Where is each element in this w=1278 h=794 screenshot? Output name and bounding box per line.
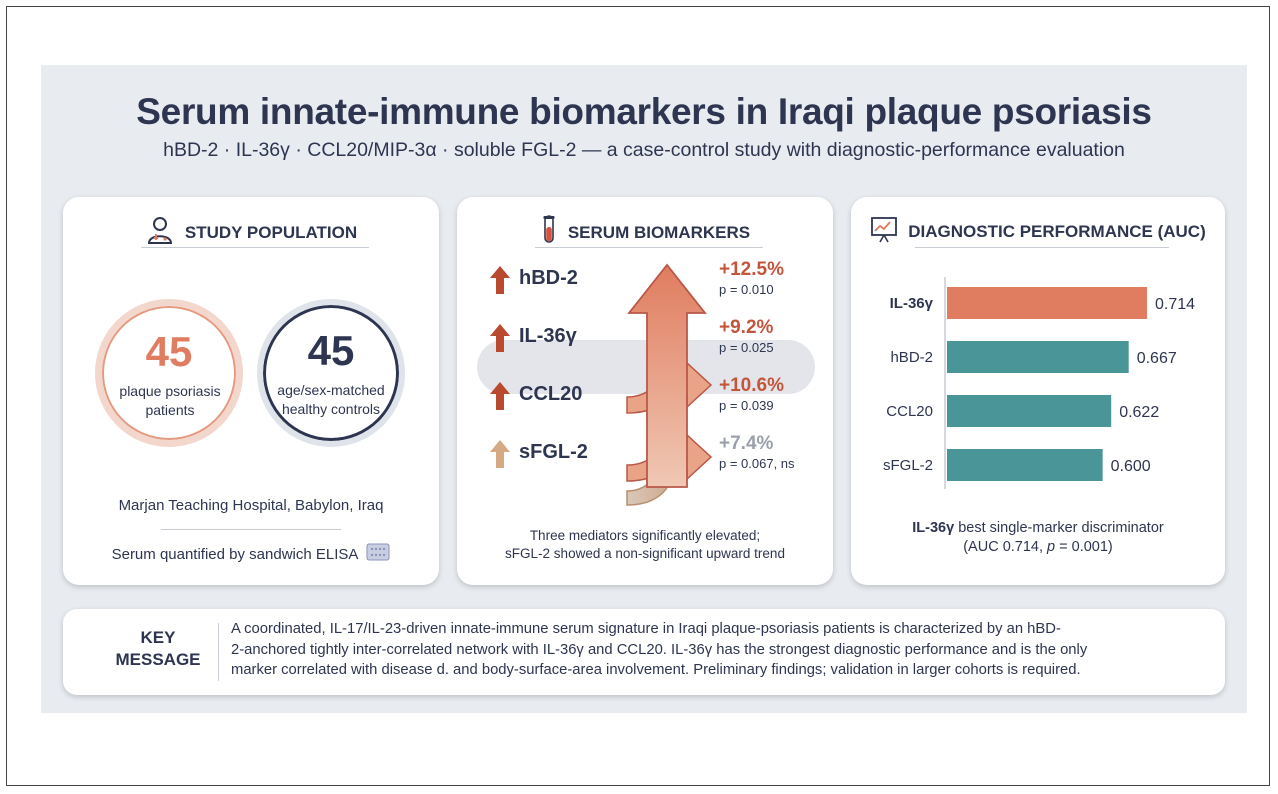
biomarker-change: +7.4% — [719, 433, 774, 454]
presentation-chart-icon — [870, 215, 898, 248]
key-message-line2: 2-anchored tightly inter-correlated netw… — [231, 641, 1088, 658]
biomarker-name: IL-36γ — [519, 325, 577, 347]
biomarker-change: +12.5% — [719, 259, 784, 280]
infographic: Serum innate-immune biomarkers in Iraqi … — [41, 65, 1247, 713]
method-row: Serum quantified by sandwich ELISA — [63, 543, 439, 566]
header-divider — [915, 247, 1169, 248]
auc-value-label: 0.714 — [1155, 296, 1195, 313]
biomarker-name: hBD-2 — [519, 267, 578, 289]
study-population-title: STUDY POPULATION — [184, 222, 358, 242]
site-divider — [161, 529, 341, 530]
auc-note-pvalue: = 0.001) — [1055, 539, 1113, 555]
patients-count: 45 — [145, 328, 193, 375]
key-message-divider — [218, 623, 219, 681]
biomarker-pvalue: p = 0.067, ns — [719, 456, 795, 471]
biomarker-pvalue: p = 0.010 — [719, 282, 774, 297]
study-population-card: STUDY POPULATION 45 plaque psoriasis pat… — [63, 197, 439, 585]
auc-value-label: 0.600 — [1111, 458, 1151, 475]
diagnostic-performance-title: DIAGNOSTIC PERFORMANCE (AUC) — [908, 221, 1206, 241]
auc-note-line1: IL-36γ best single-marker discriminator — [851, 519, 1225, 538]
up-arrow-icon — [490, 266, 510, 294]
biomarker-note-line2: sFGL-2 showed a non-significant upward t… — [505, 546, 785, 561]
auc-bar-chart: IL-36γ 0.714 hBD-2 0.667 CCL20 0.622 sFGL-2 0.6… — [883, 277, 1195, 489]
controls-circle: 45 age/sex-matched healthy controls — [257, 299, 405, 447]
key-message-line3: marker correlated with disease d. and bo… — [231, 662, 1081, 678]
auc-note-p: p — [1047, 539, 1056, 555]
elisa-method: Serum quantified by sandwich ELISA — [111, 546, 359, 563]
biomarker-pvalue: p = 0.025 — [719, 340, 774, 355]
diagnostic-performance-card: DIAGNOSTIC PERFORMANCE (AUC) IL-36γ 0.714… — [851, 197, 1225, 585]
auc-category-label: sFGL-2 — [883, 457, 933, 474]
auc-bar — [947, 449, 1103, 481]
key-message-card: KEY MESSAGE A coordinated, IL-17/IL-23-d… — [63, 609, 1225, 695]
auc-category-label: hBD-2 — [890, 349, 933, 366]
up-arrow-icon — [490, 324, 510, 352]
key-message-text: A coordinated, IL-17/IL-23-driven innate… — [231, 619, 1201, 681]
doctor-icon — [145, 215, 175, 250]
page-subtitle: hBD-2 · IL-36γ · CCL20/MIP-3α · soluble … — [163, 139, 1125, 161]
biomarker-name: sFGL-2 — [519, 441, 588, 463]
controls-label: age/sex-matched healthy controls — [277, 382, 385, 417]
elisa-plate-icon — [366, 543, 390, 566]
auc-value-label: 0.667 — [1137, 350, 1177, 367]
header-divider — [535, 247, 763, 248]
key-message-line1: A coordinated, IL-17/IL-23-driven innate… — [231, 621, 1061, 637]
auc-category-label: IL-36γ — [890, 295, 934, 312]
up-arrow-icon — [490, 382, 510, 410]
serum-biomarkers-title: SERUM BIOMARKERS — [567, 222, 751, 242]
biomarker-pvalue: p = 0.039 — [719, 398, 774, 413]
page-frame: Serum innate-immune biomarkers in Iraqi … — [6, 6, 1270, 786]
study-population-header: STUDY POPULATION — [63, 215, 439, 250]
auc-bar — [947, 341, 1129, 373]
biomarker-note-line1: Three mediators significantly elevated; — [529, 528, 761, 543]
page-title: Serum innate-immune biomarkers in Iraqi … — [136, 91, 1152, 132]
biomarker-change: +9.2% — [719, 317, 774, 338]
auc-note-line2: (AUC 0.714, p = 0.001) — [851, 538, 1225, 557]
biomarker-change: +10.6% — [719, 375, 784, 396]
flow-arrows-graphic — [626, 263, 713, 506]
biomarker-name: CCL20 — [519, 383, 583, 405]
diagnostic-performance-header: DIAGNOSTIC PERFORMANCE (AUC) — [851, 215, 1225, 248]
test-tube-icon — [540, 215, 558, 250]
auc-bar — [947, 287, 1147, 319]
up-arrow-icon — [490, 440, 510, 468]
auc-bar — [947, 395, 1112, 427]
auc-note-rest: best single-marker discriminator — [954, 520, 1164, 536]
study-site: Marjan Teaching Hospital, Babylon, Iraq — [118, 497, 384, 514]
il36-highlight-row — [477, 340, 815, 394]
serum-biomarkers-header: SERUM BIOMARKERS — [457, 215, 833, 250]
auc-category-label: CCL20 — [886, 403, 933, 420]
serum-biomarkers-card: SERUM BIOMARKERS hBD-2 +12.5% p = 0.010 IL- — [457, 197, 833, 585]
patients-circle: 45 plaque psoriasis patients — [95, 299, 243, 447]
auc-value-label: 0.622 — [1119, 404, 1159, 421]
controls-count: 45 — [307, 327, 355, 374]
header-divider — [141, 247, 369, 248]
patients-label: plaque psoriasis patients — [119, 383, 221, 418]
key-label-line1: KEY — [140, 628, 176, 647]
key-message-label: KEY MESSAGE — [103, 627, 213, 671]
key-label-line2: MESSAGE — [115, 650, 201, 669]
auc-note-auc: (AUC 0.714, — [963, 539, 1048, 555]
auc-note-bold: IL-36γ — [912, 520, 955, 536]
